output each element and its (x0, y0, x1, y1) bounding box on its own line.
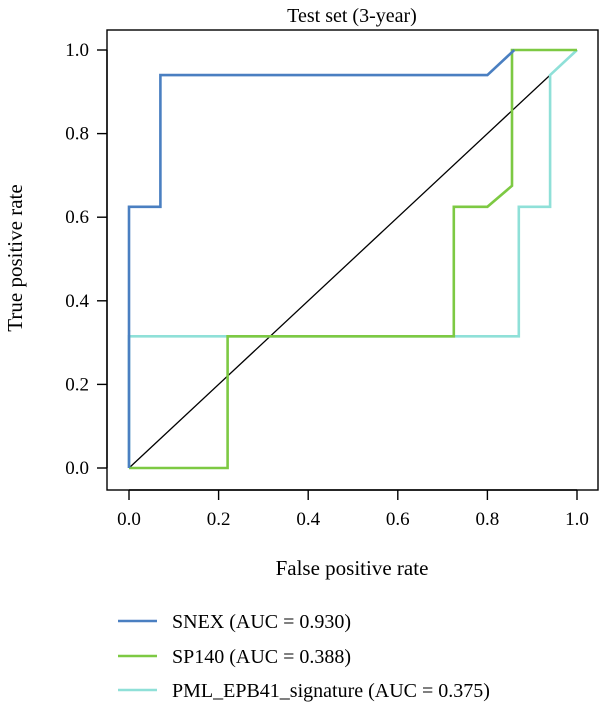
chart-title: Test set (3-year) (287, 5, 417, 27)
legend: SNEX (AUC = 0.930) SP140 (AUC = 0.388) PML… (118, 611, 490, 702)
x-axis: 0.0 0.2 0.4 0.6 0.8 1.0 (117, 489, 589, 530)
x-tick-label: 0.4 (296, 509, 320, 530)
y-tick-label: 0.2 (65, 374, 89, 395)
x-tick-label: 0.0 (117, 509, 141, 530)
reference-diagonal-group (128, 49, 578, 469)
x-tick-label: 0.6 (386, 509, 410, 530)
y-axis: 0.0 0.2 0.4 0.6 0.8 1.0 (65, 40, 108, 479)
legend-label-1: SNEX (AUC = 0.930) (172, 611, 351, 633)
x-tick-label: 1.0 (565, 509, 589, 530)
series-group (127, 48, 578, 470)
y-tick-label: 0.4 (65, 291, 89, 312)
series-line-2 (129, 48, 577, 470)
y-tick-label: 0.6 (65, 207, 89, 228)
series-line-1 (127, 49, 516, 468)
y-tick-label: 1.0 (65, 40, 89, 61)
legend-label-3: PML_EPB41_signature (AUC = 0.375) (172, 680, 490, 702)
y-axis-label: True positive rate (3, 184, 27, 331)
reference-diagonal (128, 49, 578, 469)
x-tick-label: 0.2 (207, 509, 231, 530)
y-tick-label: 0.0 (65, 458, 89, 479)
x-axis-label: False positive rate (276, 556, 429, 580)
legend-label-2: SP140 (AUC = 0.388) (172, 646, 351, 668)
x-tick-label: 0.8 (476, 509, 500, 530)
y-tick-label: 0.8 (65, 124, 89, 145)
